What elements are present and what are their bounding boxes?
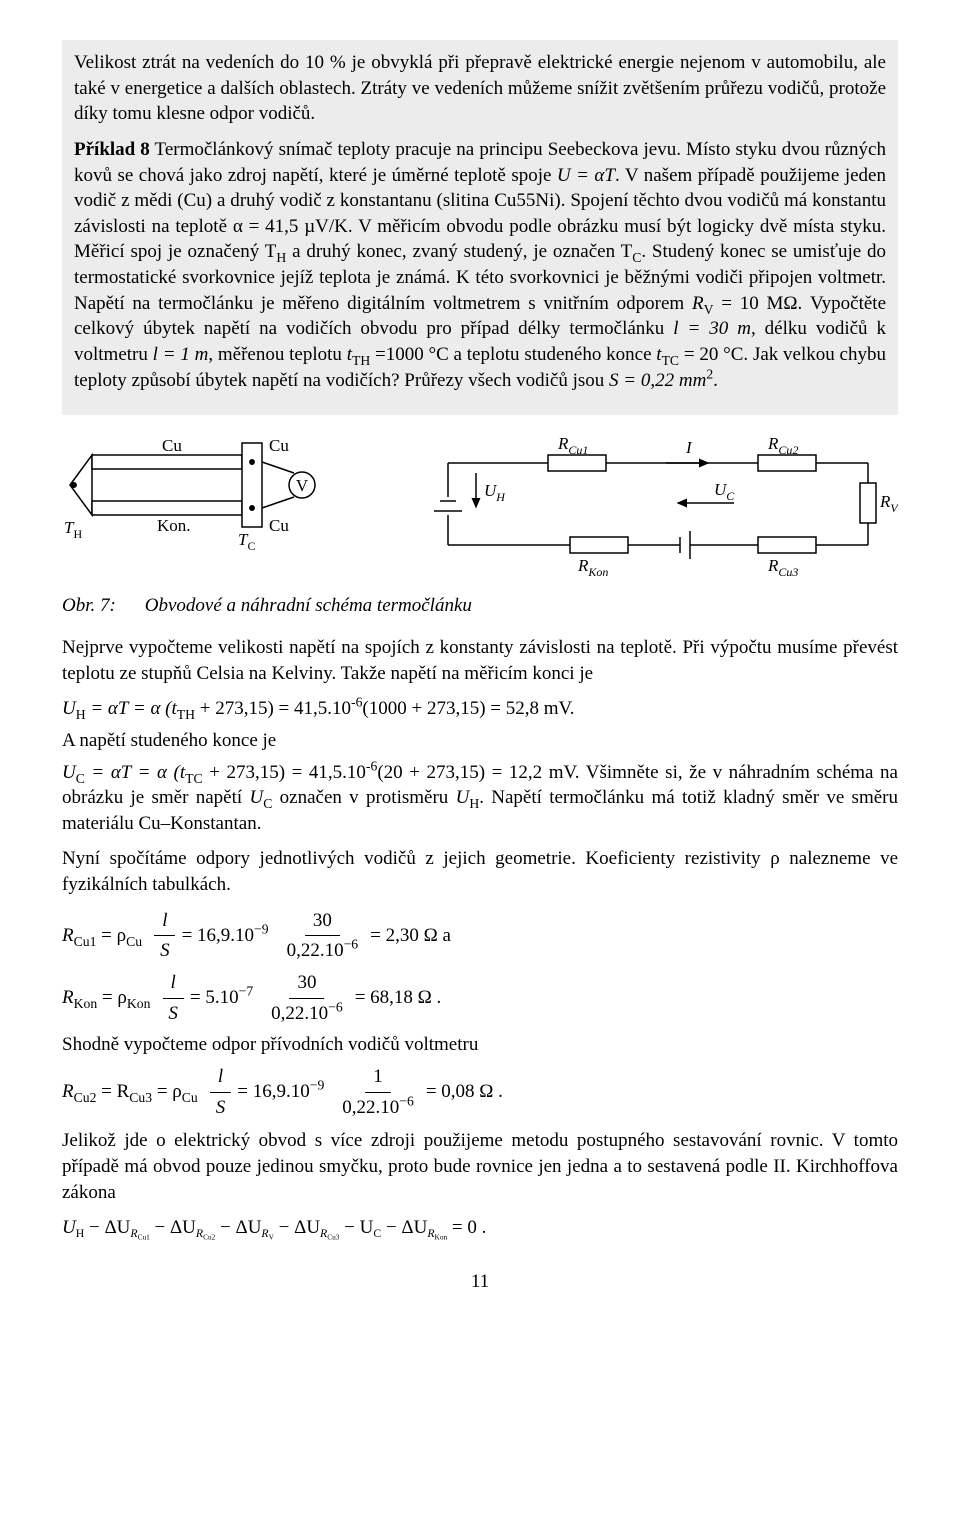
rcu1-label: RCu1 [557, 434, 588, 457]
tc-label: TC [238, 530, 255, 553]
rv-label: RV [879, 492, 898, 515]
solution-p3: Nyní spočítáme odpory jednotlivých vodič… [62, 846, 898, 897]
rcu3-label: RCu3 [767, 556, 798, 579]
thermocouple-physical-diagram: V Cu Cu Kon. Cu TH TC [62, 433, 322, 553]
example-box: Velikost ztrát na vedeních do 10 % je ob… [62, 40, 898, 415]
solution-p4: Shodně vypočteme odpor přívodních vodičů… [62, 1032, 898, 1058]
solution-p1: Nejprve vypočteme velikosti napětí na sp… [62, 635, 898, 686]
rcu2-label: RCu2 [767, 434, 798, 457]
diagram-row: V Cu Cu Kon. Cu TH TC [62, 433, 898, 583]
uc-label: UC [714, 480, 735, 503]
cu-bottom-label: Cu [269, 516, 289, 535]
kon-label: Kon. [157, 516, 191, 535]
equation-rcu1: RCu1 = ρCu lS = 16,9.10−9 300,22.10−6 = … [62, 908, 898, 964]
rkon-label: RKon [577, 556, 608, 579]
th-label: TH [64, 518, 82, 541]
example-body: Příklad 8 Termočlánkový snímač teploty p… [74, 137, 886, 393]
cu-top-label: Cu [162, 436, 182, 455]
solution-p2: A napětí studeného konce je [62, 728, 898, 754]
thermocouple-equivalent-circuit: UH RCu1 I RCu2 UC RV RKon RCu3 [418, 433, 898, 583]
equation-rcu23: RCu2 = RCu3 = ρCu lS = 16,9.10−9 10,22.1… [62, 1064, 898, 1120]
equation-uh: UH = αT = α (tTH + 273,15) = 41,5.10-6(1… [62, 696, 898, 722]
caption-text: Obvodové a náhradní schéma termočlánku [145, 595, 472, 616]
example-title: Příklad 8 [74, 139, 150, 160]
uh-label: UH [484, 481, 506, 504]
kirchhoff-equation: UH − ΔURCu1 − ΔURCu2 − ΔURV − ΔURCu3 − U… [62, 1215, 898, 1241]
figure-caption: Obr. 7: Obvodové a náhradní schéma termo… [62, 593, 898, 619]
solution-p5: Jelikož jde o elektrický obvod s více zd… [62, 1128, 898, 1205]
voltmeter-label: V [296, 476, 309, 495]
page-number: 11 [62, 1269, 898, 1295]
equation-uc: UC = αT = α (tTC + 273,15) = 41,5.10-6(2… [62, 760, 898, 837]
i-label: I [685, 438, 693, 457]
cu-right-label: Cu [269, 436, 289, 455]
caption-label: Obr. 7: [62, 593, 140, 619]
intro-paragraph: Velikost ztrát na vedeních do 10 % je ob… [74, 50, 886, 127]
equation-rkon: RKon = ρKon lS = 5.10−7 300,22.10−6 = 68… [62, 970, 898, 1026]
